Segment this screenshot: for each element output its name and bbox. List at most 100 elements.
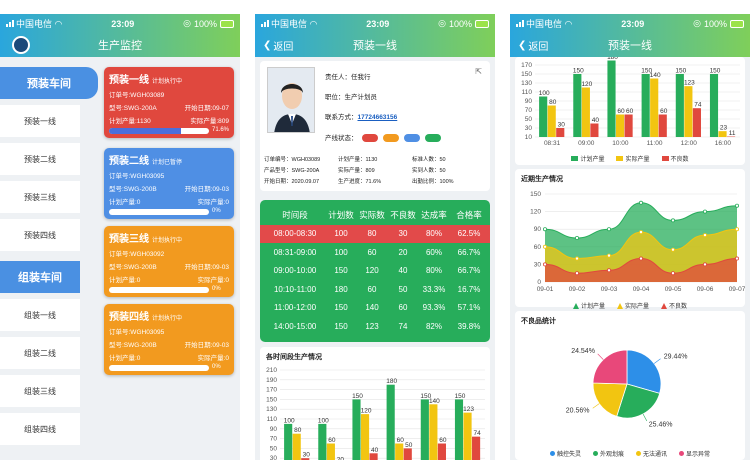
table-row[interactable]: 10:10-11:00 180 60 50 33.3% 16.7% [260, 280, 490, 299]
col-header: 实际数 [359, 210, 385, 221]
x-tick-label: 12:00 [681, 140, 698, 147]
sidebar-item-line1[interactable]: 预装一线 [0, 105, 80, 137]
legend-item[interactable]: 实际产量 [616, 154, 650, 163]
state-dot-green [424, 134, 441, 143]
legend-item[interactable]: 显示异常 [679, 449, 710, 458]
status-bar: 中国电信 ◠ 23:09 ◎ 100% [255, 14, 495, 33]
data-label: 30 [558, 122, 566, 129]
legend-item[interactable]: 不良数 [661, 301, 687, 310]
card-start: 开始日期:09-03 [184, 186, 229, 193]
bar [573, 74, 582, 137]
y-tick-label: 30 [534, 261, 542, 268]
sidebar-item-assembly2[interactable]: 组装二线 [0, 337, 80, 369]
table-row[interactable]: 11:00-12:00 150 140 60 93.3% 57.1% [260, 299, 490, 318]
bar [429, 404, 438, 460]
clock: 23:09 [366, 18, 390, 29]
back-button[interactable]: ❮ 返回 [518, 38, 548, 53]
table-row[interactable]: 14:00-15:00 150 123 74 82% 39.8% [260, 317, 490, 336]
slice-label: 20.56% [566, 408, 590, 415]
col-header: 时间段 [282, 210, 308, 221]
y-tick-label: 150 [521, 71, 532, 78]
data-point [734, 227, 739, 232]
state-dot-red [362, 134, 379, 143]
sidebar-category-assembly[interactable]: 组装车间 [0, 261, 80, 293]
legend-marker [549, 451, 555, 456]
cell: 20 [398, 247, 408, 257]
line-card[interactable]: 预装三线 计划执行中 订单号:WGH03092 型号:SWG-200B 开始日期:0… [104, 226, 234, 297]
cell: 16.7% [457, 284, 481, 294]
bar [684, 86, 693, 137]
legend-item[interactable]: 不良数 [661, 154, 689, 163]
table-row[interactable]: 08:31-09:00 100 60 20 60% 66.7% [260, 243, 490, 262]
sidebar-item-line4[interactable]: 预装四线 [0, 219, 80, 251]
data-label: 74 [473, 430, 481, 437]
y-tick-label: 150 [266, 396, 277, 403]
bar [463, 412, 472, 460]
sidebar-category-preassembly[interactable]: 预装车间 [0, 67, 98, 99]
share-icon[interactable]: ⇱ [475, 67, 482, 76]
col-header: 合格率 [456, 210, 482, 221]
production-bar-chart: 10 30 50 70 90 110 130 150 170 100 80 30 08:31 150 120… [521, 54, 740, 147]
state-dot-blue [403, 134, 420, 143]
legend-item[interactable]: 触控失灵 [549, 449, 581, 458]
data-label: 80 [549, 99, 557, 106]
legend-label: 显示异常 [686, 452, 711, 458]
cell: 09:00-10:00 [273, 266, 317, 276]
sidebar-item-assembly1[interactable]: 组装一线 [0, 299, 80, 331]
line-card[interactable]: 预装一线 计划执行中 订单号:WGH03089 型号:SWG-200A 开始日期:0… [104, 67, 234, 138]
data-label: 120 [361, 408, 372, 415]
table-row[interactable]: 08:00-08:30 100 80 30 80% 62.5% [260, 224, 490, 243]
bar [369, 453, 378, 460]
legend-item[interactable]: 外观划痕 [592, 449, 624, 458]
data-label: 150 [641, 68, 652, 75]
card-state: 计划已暂停 [152, 160, 183, 166]
card-start: 开始日期:09-03 [184, 342, 229, 349]
bar [547, 105, 556, 137]
y-tick-label: 190 [266, 377, 277, 384]
sidebar-item-assembly4[interactable]: 组装四线 [0, 413, 80, 445]
legend-label: 触控失灵 [556, 452, 581, 458]
data-point [639, 230, 644, 235]
line-card[interactable]: 预装四线 计划执行中 订单号:WGH03095 型号:SWG-200B 开始日期:0… [104, 304, 234, 375]
legend-item[interactable]: 计划产量 [572, 301, 605, 310]
progress-bar [109, 287, 209, 293]
phone-screen-line-detail: 中国电信 ◠ 23:09 ◎ 100% ❮ 返回 预装一线 责任人：任我行 职位：生… [255, 14, 495, 460]
legend-item[interactable]: 无法通讯 [636, 449, 667, 458]
bar [403, 448, 412, 460]
card-order: 订单号:WGH03095 [109, 329, 165, 336]
data-point [575, 271, 580, 276]
avatar[interactable] [12, 36, 30, 54]
legend-marker [592, 451, 598, 456]
legend-item[interactable]: 实际产量 [616, 301, 649, 310]
data-point [542, 227, 547, 232]
chevron-left-icon: ❮ [518, 39, 527, 51]
sidebar-item-line2[interactable]: 预装二线 [0, 143, 80, 175]
recent-area-chart: 0 30 60 90 120 150 09-01 09-02 09-03 09-04 09-05 09… [530, 191, 746, 293]
cell: 50 [398, 284, 408, 294]
bar [675, 74, 684, 137]
wifi-icon: ◠ [309, 19, 318, 29]
back-button[interactable]: ❮ 返回 [263, 38, 293, 53]
pie-slice [626, 349, 662, 394]
bar [301, 458, 310, 460]
legend-marker [571, 156, 579, 161]
data-label: 123 [684, 80, 695, 87]
sidebar-item-line3[interactable]: 预装三线 [0, 181, 80, 213]
legend-label: 实际产量 [625, 157, 650, 163]
data-label: 50 [405, 442, 413, 449]
bar [624, 114, 633, 137]
cell: 39.8% [457, 321, 481, 331]
sidebar-item-assembly3[interactable]: 组装三线 [0, 375, 80, 407]
y-tick-label: 120 [530, 209, 541, 216]
bar [658, 114, 667, 137]
data-label: 140 [429, 398, 440, 405]
progress-bar [109, 209, 209, 215]
y-tick-label: 90 [270, 426, 278, 433]
bar [386, 384, 395, 460]
cell: 57.1% [457, 303, 481, 313]
legend-item[interactable]: 计划产量 [571, 154, 604, 163]
line-card[interactable]: 预装二线 计划已暂停 订单号:WGH03095 型号:SWG-200B 开始日期:0… [104, 148, 234, 219]
table-row[interactable]: 09:00-10:00 150 120 40 80% 66.7% [260, 262, 490, 281]
phone-link[interactable]: 17724663156 [357, 114, 398, 121]
y-tick-label: 60 [534, 244, 542, 251]
